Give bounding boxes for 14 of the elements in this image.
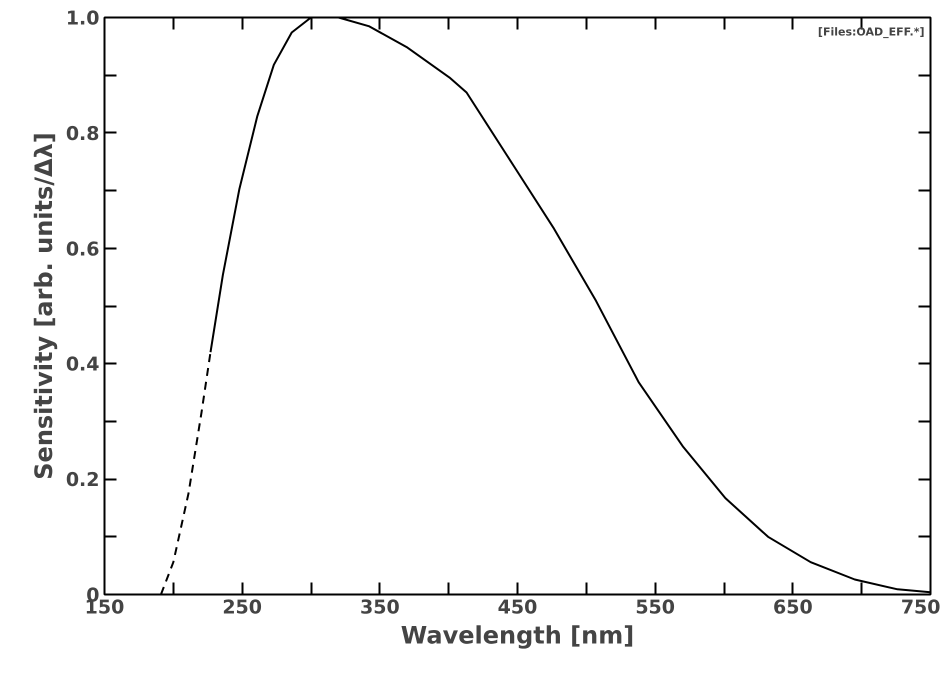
x-tick-label: 250 [222,596,262,618]
y-tick-label: 0.6 [66,238,100,260]
x-tick-label: 650 [773,596,813,618]
y-tick-label: 0.8 [66,122,100,145]
x-tick-label: 450 [498,596,538,618]
x-axis-title: Wavelength [nm] [400,622,634,650]
x-tick-label: 750 [900,596,940,618]
x-tick-label: 350 [360,596,400,618]
y-axis-title: Sensitivity [arb. units/Δλ] [30,132,58,480]
y-tick-label: 0.2 [66,469,100,492]
y-tick-label: 1.0 [66,8,100,30]
x-tick-label: 550 [635,596,676,618]
y-tick-label: 0.4 [66,354,100,376]
annotation: [Files:OAD_EFF.*] [818,26,925,38]
